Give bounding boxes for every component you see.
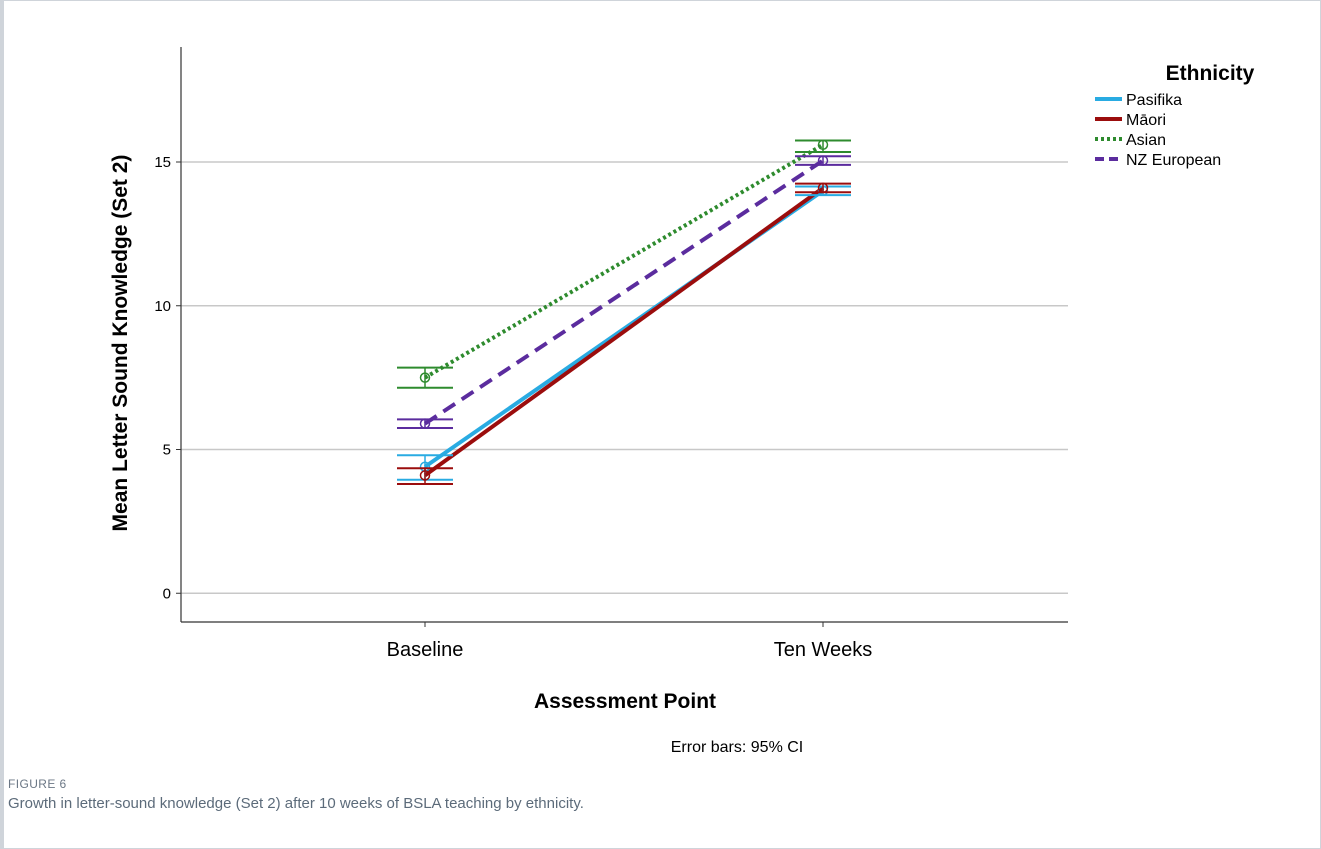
figure-caption: Growth in letter-sound knowledge (Set 2)… (8, 795, 584, 812)
x-tick-label-ten-weeks: Ten Weeks (774, 639, 873, 661)
legend-title: Ethnicity (1166, 62, 1255, 85)
series-line-m-ori (423, 186, 825, 477)
data-point-nz-european-0 (419, 418, 431, 429)
data-point-asian-0 (419, 372, 431, 383)
y-tick-label-0: 0 (163, 585, 171, 602)
x-tick-label-baseline: Baseline (387, 639, 464, 661)
y-axis-title: Mean Letter Sound Knowledge (Set 2) (109, 155, 132, 532)
legend-label-nz-european: NZ European (1126, 152, 1221, 169)
y-tick-label-10: 10 (154, 298, 171, 315)
legend-label-pasifika: Pasifika (1126, 92, 1182, 109)
y-tick-label-5: 5 (163, 442, 171, 459)
axes (176, 47, 1068, 627)
legend-label-asian: Asian (1126, 132, 1166, 149)
figure-accent-bar (0, 0, 4, 849)
series-lines (423, 143, 825, 477)
line-chart: 0 5 10 15 Baseline Ten Weeks Pasifika Māori Asi… (109, 47, 1255, 756)
tick-labels: 0 5 10 15 Baseline Ten Weeks (154, 154, 872, 661)
legend-label-m-ori: Māori (1126, 112, 1166, 129)
series-line-nz-european (423, 158, 825, 426)
x-axis-title: Assessment Point (534, 690, 716, 713)
data-point-nz-european-1 (817, 155, 829, 166)
legend: Pasifika Māori Asian NZ European Ethnicity (1095, 62, 1255, 169)
figure-label: FIGURE 6 (8, 777, 67, 791)
series-line-asian (423, 143, 825, 380)
error-bar-note: Error bars: 95% CI (671, 739, 803, 756)
data-point-asian-1 (817, 139, 829, 150)
grid-lines (181, 161, 1068, 594)
data-point-m-ori-1 (817, 182, 829, 194)
y-tick-label-15: 15 (154, 154, 171, 171)
data-point-m-ori-0 (419, 470, 431, 481)
error-bars (397, 139, 851, 485)
